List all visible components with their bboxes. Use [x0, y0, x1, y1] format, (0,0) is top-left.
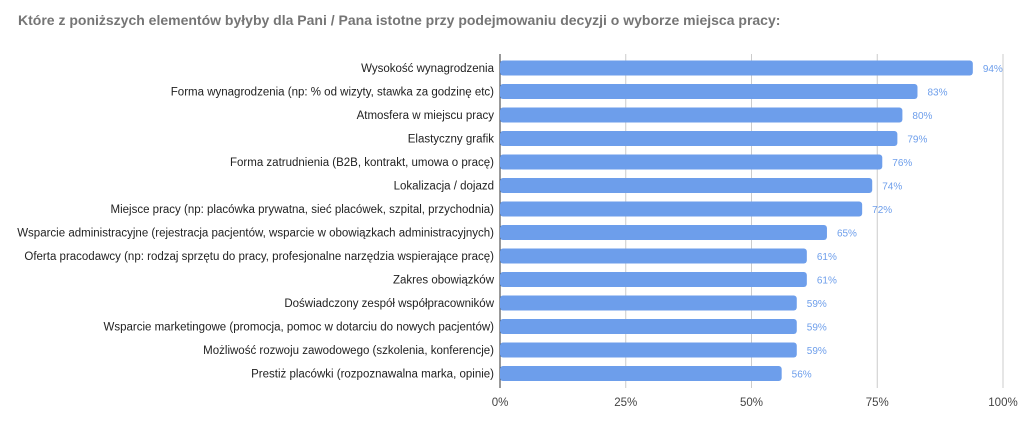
category-label: Forma wynagrodzenia (np: % od wizyty, st…	[171, 87, 494, 99]
x-tick-label: 0%	[492, 397, 509, 409]
bar	[500, 319, 797, 334]
value-label: 61%	[817, 276, 837, 287]
category-label: Prestiż placówki (rozpoznawalna marka, o…	[251, 369, 494, 381]
x-tick-label: 100%	[988, 397, 1017, 409]
value-label: 59%	[807, 346, 827, 357]
bar	[500, 107, 903, 123]
category-label: Forma zatrudnienia (B2B, kontrakt, umowa…	[230, 157, 494, 169]
bar	[500, 178, 873, 193]
value-label: 83%	[927, 88, 947, 99]
value-label: 59%	[807, 323, 827, 334]
value-label: 61%	[817, 252, 837, 263]
value-label: 59%	[807, 299, 827, 310]
category-label: Doświadczony zespół współpracowników	[284, 298, 494, 310]
bar	[500, 201, 863, 217]
value-label: 94%	[983, 64, 1003, 75]
value-label: 80%	[912, 111, 932, 122]
value-label: 65%	[837, 229, 857, 240]
bar	[500, 131, 898, 146]
category-label: Oferta pracodawcy (np: rodzaj sprzętu do…	[24, 251, 494, 263]
value-label: 56%	[792, 370, 812, 381]
category-label: Lokalizacja / dojazd	[394, 181, 494, 193]
category-label: Wysokość wynagrodzenia	[361, 63, 494, 75]
value-label: 74%	[882, 182, 902, 193]
category-label: Zakres obowiązków	[393, 275, 495, 287]
category-label: Wsparcie marketingowe (promocja, pomoc w…	[103, 322, 494, 334]
chart-title: Które z poniższych elementów byłyby dla …	[18, 12, 781, 28]
bar	[500, 60, 973, 76]
x-tick-label: 50%	[740, 397, 763, 409]
value-label: 79%	[907, 135, 927, 146]
bar	[500, 84, 918, 99]
x-tick-label: 75%	[866, 397, 889, 409]
category-label: Elastyczny grafik	[408, 134, 495, 146]
bar	[500, 154, 883, 170]
category-label: Możliwość rozwoju zawodowego (szkolenia,…	[203, 345, 494, 357]
value-label: 76%	[892, 158, 912, 169]
value-label: 72%	[872, 205, 892, 216]
bar	[500, 342, 797, 358]
x-tick-label: 25%	[614, 397, 637, 409]
bar	[500, 225, 827, 240]
category-label: Atmosfera w miejscu pracy	[357, 110, 495, 122]
bar	[500, 272, 807, 287]
bar	[500, 295, 797, 311]
bar	[500, 366, 782, 381]
category-label: Wsparcie administracyjne (rejestracja pa…	[17, 228, 494, 240]
bar	[500, 248, 807, 264]
category-label: Miejsce pracy (np: placówka prywatna, si…	[111, 204, 495, 216]
